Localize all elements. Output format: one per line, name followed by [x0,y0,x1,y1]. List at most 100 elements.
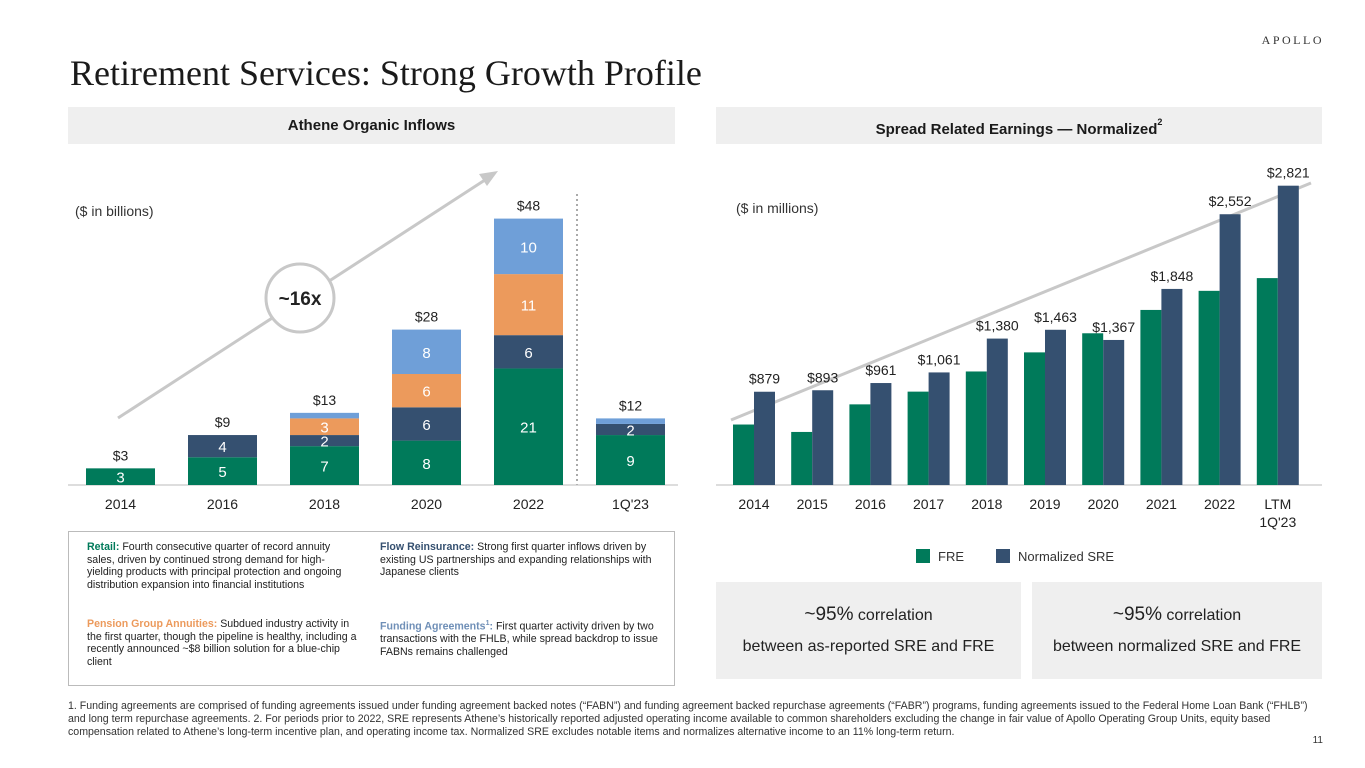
bar-value-label: $1,848 [1150,268,1193,284]
legend-label-fre: FRE [938,549,964,564]
bar-segment-pension-group-annuities [392,374,461,408]
bar-fre [791,431,813,485]
bar-segment-retail [86,468,155,485]
bar-segment-flow-reinsurance [188,435,257,458]
note-flow: Flow Reinsurance: Strong first quarter i… [380,541,660,579]
bar-segment-flow-reinsurance [392,407,461,441]
bar-normalized-sre [812,390,834,485]
bar-fre [1024,352,1045,485]
right-panel-header-text: Spread Related Earnings — Normalized [875,121,1158,138]
bar-fre [965,371,987,485]
left-panel-header-text: Athene Organic Inflows [287,117,456,134]
x-tick-label: 2018 [971,496,1002,512]
bar-segment-funding-agreements [596,418,665,424]
x-tick-label: 1Q'23 [612,496,649,512]
bar-segment-funding-agreements [392,329,461,374]
trend-line [730,181,1312,422]
bar-fre [1140,309,1162,485]
multiplier-badge-label: ~16x [279,289,322,310]
bar-normalized-sre [1161,288,1183,485]
correlation-value: ~95% correlation [1032,604,1322,626]
apollo-logo: APOLLO [1261,33,1324,47]
bar-normalized-sre [1045,329,1066,485]
bar-segment-label: 9 [626,453,634,470]
note-funding-label: Funding Agreements [380,620,486,633]
bar-normalized-sre [928,372,950,485]
bar-value-label: $2,552 [1209,193,1252,209]
note-pga-text: Subdued industry activity in the first q… [87,618,357,668]
bar-total-label: $9 [215,414,231,430]
bar-total-label: $48 [517,198,541,214]
legend-swatch-sre [996,549,1010,563]
bar-fre [1082,333,1104,485]
bar-segment-label: 8 [422,345,430,362]
correlation-pct: ~95% [1112,604,1162,625]
page-title: Retirement Services: Strong Growth Profi… [70,53,702,93]
note-retail-text: Fourth consecutive quarter of record ann… [87,541,342,591]
bar-segment-pension-group-annuities [494,274,563,336]
x-tick-label: 2018 [309,496,340,512]
bar-value-label: $961 [865,362,896,378]
x-tick-label: 2021 [1146,496,1177,512]
x-tick-label: 2015 [797,496,828,512]
note-pga-label: Pension Group Annuities: [87,618,218,630]
x-tick-label: 2020 [411,496,442,512]
bar-normalized-sre [1103,339,1125,485]
x-tick-label: 2019 [1029,496,1060,512]
bar-segment-funding-agreements [494,218,563,275]
left-panel-header: Athene Organic Inflows [68,107,675,144]
x-tick-label: 2014 [105,496,136,512]
bar-segment-retail [188,457,257,485]
correlation-description: between as-reported SRE and FRE [742,638,995,655]
note-retail-label: Retail: [87,541,120,553]
bar-segment-label: 10 [520,239,537,256]
bar-total-label: $12 [619,397,643,413]
multiplier-badge [264,262,336,334]
bar-segment-label: 6 [524,345,532,362]
inflows-chart: ~16x 3$3201454$92016723$1320188668$28202… [68,171,678,512]
legend-swatch-fre [916,549,930,563]
bar-segment-retail [392,440,461,485]
bar-segment-label: 11 [521,298,537,315]
note-flow-text: Strong first quarter inflows driven by e… [380,541,652,579]
bar-segment-flow-reinsurance [290,435,359,447]
bar-segment-label: 4 [218,439,226,456]
x-tick-label: 2022 [513,496,544,512]
sre-chart: $879 2014 $893 2015 $961 2016 $1,061 2017 $1,380… [716,165,1322,530]
bar-segment-label: 7 [320,459,328,476]
bar-segment-flow-reinsurance [596,423,665,436]
bar-segment-retail [290,446,359,485]
right-panel-header: Spread Related Earnings — Normalized2 [716,107,1322,144]
bar-total-label: $13 [313,392,337,408]
bar-total-label: $28 [415,309,439,325]
correlation-word: correlation [1161,607,1242,624]
bar-value-label: $879 [749,371,780,387]
bar-segment-label: 3 [116,470,124,487]
note-funding-footnote: 1 [485,620,490,627]
note-funding-text: First quarter activity driven by two tra… [380,620,658,658]
x-tick-label: 2016 [207,496,238,512]
bar-fre [1198,290,1220,485]
bar-segment-retail [494,368,563,485]
bar-segment-retail [596,435,665,485]
bar-fre [733,424,754,485]
bar-value-label: $2,821 [1267,165,1310,181]
bar-segment-label: 8 [422,456,430,473]
legend-fre: FRE [916,549,964,564]
bar-segment-funding-agreements [290,412,359,419]
bar-normalized-sre [1277,185,1299,485]
correlation-description: between normalized SRE and FRE [1052,638,1302,655]
bar-segment-label: 5 [218,464,226,481]
bar-segment-label: 3 [320,420,328,437]
right-units-label: ($ in millions) [736,200,819,216]
bar-segment-label: 6 [422,384,430,401]
note-funding: Funding Agreements1: First quarter activ… [380,618,660,658]
legend-label-sre: Normalized SRE [1018,549,1115,564]
note-flow-label: Flow Reinsurance: [380,541,475,553]
correlation-box-normalized: ~95% correlation between normalized SRE … [1032,582,1322,679]
correlation-box-reported: ~95% correlation between as-reported SRE… [716,582,1021,679]
left-units-label: ($ in billions) [75,203,154,219]
right-panel-header-footnote: 2 [1157,117,1163,127]
bar-normalized-sre [1219,214,1241,486]
bar-value-label: $1,463 [1034,309,1077,325]
